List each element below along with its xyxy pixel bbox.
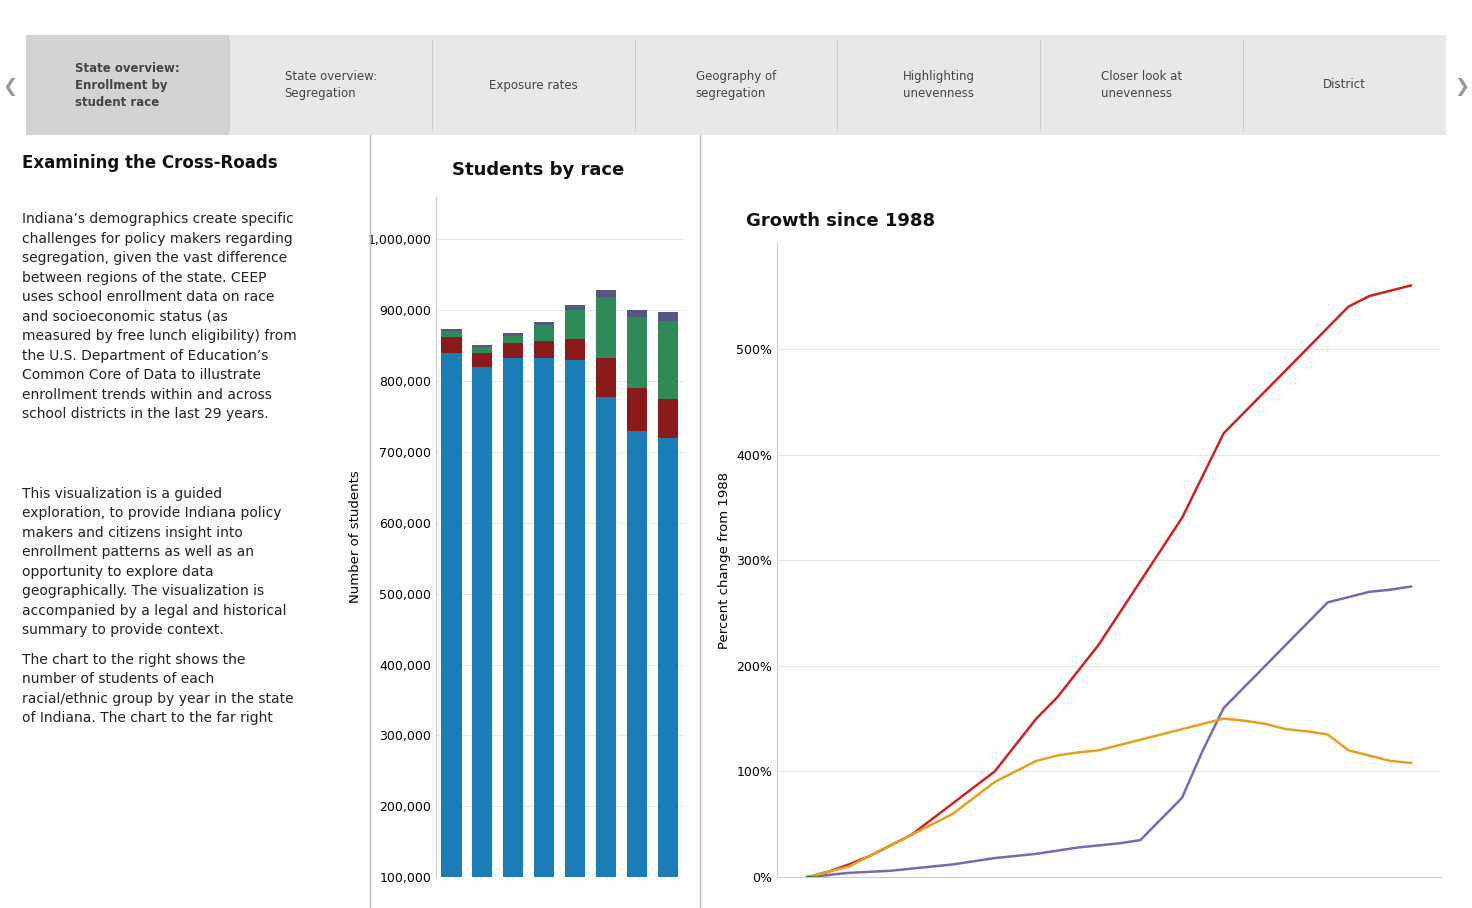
Bar	[596, 358, 617, 397]
Bar	[534, 340, 555, 359]
Bar	[596, 291, 617, 298]
Bar	[565, 311, 586, 339]
Bar	[627, 388, 648, 430]
Bar	[473, 352, 493, 367]
Bar	[627, 317, 648, 388]
Text: Closer look at
unevenness: Closer look at unevenness	[1101, 70, 1182, 100]
Bar	[1041, 35, 1242, 135]
Text: ❯: ❯	[1454, 78, 1469, 96]
Text: Examining the Cross-Roads: Examining the Cross-Roads	[22, 154, 278, 173]
Bar	[565, 339, 586, 360]
Bar	[658, 312, 679, 321]
Text: State overview:
Enrollment by
student race: State overview: Enrollment by student ra…	[75, 62, 180, 108]
Text: This visualization is a guided
exploration, to provide Indiana policy
makers and: This visualization is a guided explorati…	[22, 487, 287, 637]
Bar	[473, 345, 493, 347]
Y-axis label: Number of students: Number of students	[349, 470, 362, 603]
Bar	[627, 430, 648, 908]
Bar	[442, 352, 462, 908]
Bar	[658, 438, 679, 908]
Bar	[565, 360, 586, 908]
Bar	[431, 35, 634, 135]
Y-axis label: Percent change from 1988: Percent change from 1988	[718, 471, 730, 648]
Bar	[534, 359, 555, 908]
Bar	[473, 347, 493, 352]
Bar	[230, 35, 431, 135]
Bar	[534, 321, 555, 325]
Bar	[627, 311, 648, 317]
Bar	[596, 298, 617, 358]
Bar	[442, 329, 462, 331]
Bar	[473, 367, 493, 908]
Bar	[634, 35, 838, 135]
Bar	[442, 337, 462, 352]
Bar	[658, 321, 679, 399]
Bar	[503, 333, 524, 336]
Bar	[534, 325, 555, 340]
Bar	[658, 399, 679, 438]
Text: Students by race: Students by race	[452, 161, 624, 179]
Text: The chart to the right shows the
number of students of each
racial/ethnic group : The chart to the right shows the number …	[22, 653, 294, 725]
Text: Indiana’s demographics create specific
challenges for policy makers regarding
se: Indiana’s demographics create specific c…	[22, 212, 297, 421]
Text: Geography of
segregation: Geography of segregation	[696, 70, 776, 100]
Text: State overview:
Segregation: State overview: Segregation	[284, 70, 377, 100]
Text: District: District	[1323, 78, 1366, 92]
Bar	[503, 336, 524, 343]
Bar	[596, 397, 617, 908]
Text: Growth since 1988: Growth since 1988	[746, 212, 935, 230]
Bar	[838, 35, 1041, 135]
Bar	[442, 331, 462, 337]
Text: Highlighting
unevenness: Highlighting unevenness	[902, 70, 974, 100]
Bar	[503, 343, 524, 359]
Bar	[1242, 35, 1446, 135]
Text: Exposure rates: Exposure rates	[489, 78, 577, 92]
Bar	[503, 359, 524, 908]
Bar	[26, 35, 230, 135]
Bar	[565, 304, 586, 311]
Text: ❮: ❮	[3, 78, 18, 96]
